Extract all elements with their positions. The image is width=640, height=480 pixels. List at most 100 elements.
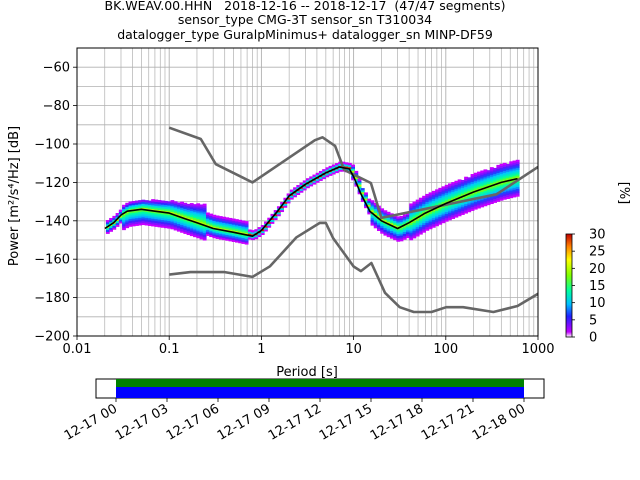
- histogram-cell: [477, 200, 481, 203]
- histogram-cell: [218, 223, 223, 227]
- histogram-cell: [473, 186, 478, 189]
- histogram-cell: [125, 220, 130, 223]
- histogram-cell: [447, 212, 452, 215]
- histogram-cell: [493, 190, 497, 194]
- histogram-cell: [415, 218, 420, 222]
- timeline-tick-label: 12-18 00: [470, 401, 528, 443]
- histogram-cell: [480, 176, 485, 179]
- histogram-cell: [238, 225, 243, 228]
- histogram-cell: [235, 224, 239, 228]
- histogram-cell: [509, 161, 514, 164]
- histogram-cell: [144, 202, 149, 205]
- histogram-cell: [167, 207, 172, 210]
- histogram-cell: [460, 191, 465, 194]
- histogram-cell: [238, 227, 243, 230]
- histogram-cell: [202, 230, 207, 233]
- histogram-cell: [512, 168, 517, 171]
- histogram-cell: [473, 188, 478, 191]
- histogram-cell: [428, 219, 433, 222]
- histogram-cell: [193, 213, 197, 217]
- histogram-cell: [173, 212, 178, 216]
- histogram-cell: [170, 209, 175, 213]
- histogram-cell: [512, 183, 517, 186]
- histogram-cell: [235, 236, 239, 239]
- histogram-cell: [364, 200, 368, 203]
- histogram-cell: [193, 227, 197, 230]
- histogram-cell: [118, 219, 123, 222]
- x-tick-label: 10: [345, 342, 362, 357]
- histogram-cell: [435, 214, 439, 217]
- histogram-cell: [205, 220, 210, 223]
- histogram-cell: [170, 223, 175, 226]
- histogram-cell: [128, 214, 133, 218]
- histogram-cell: [486, 174, 491, 177]
- histogram-cell: [247, 231, 252, 234]
- x-axis-label: Period [s]: [276, 365, 338, 380]
- histogram-cell: [415, 232, 420, 235]
- histogram-cell: [431, 211, 436, 215]
- histogram-cell: [422, 197, 427, 201]
- histogram-cell: [418, 213, 423, 216]
- histogram-cell: [315, 172, 320, 176]
- histogram-cell: [218, 225, 223, 229]
- histogram-cell: [138, 200, 143, 203]
- histogram-cell: [477, 181, 481, 184]
- histogram-cell: [509, 176, 514, 179]
- histogram-cell: [167, 210, 172, 214]
- histogram-cell: [225, 223, 230, 226]
- histogram-cell: [228, 223, 233, 227]
- histogram-cell: [438, 214, 443, 218]
- histogram-cell: [376, 213, 381, 216]
- histogram-cell: [515, 180, 520, 184]
- histogram-cell: [134, 219, 139, 223]
- histogram-cell: [154, 216, 159, 220]
- histogram-cell: [270, 213, 275, 217]
- histogram-cell: [199, 215, 204, 219]
- histogram-cell: [186, 226, 191, 230]
- histogram-cell: [270, 221, 275, 224]
- histogram-cell: [231, 220, 236, 223]
- histogram-cell: [125, 218, 130, 221]
- histogram-cell: [441, 215, 446, 218]
- histogram-cell: [154, 201, 159, 204]
- histogram-cell: [186, 209, 191, 212]
- histogram-cell: [428, 225, 433, 228]
- histogram-cell: [299, 184, 304, 187]
- histogram-cell: [506, 173, 510, 176]
- histogram-cell: [335, 163, 339, 166]
- histogram-cell: [276, 212, 281, 215]
- histogram-cell: [131, 224, 136, 227]
- histogram-cell: [257, 234, 262, 238]
- histogram-cell: [125, 223, 130, 227]
- histogram-cell: [441, 213, 446, 216]
- histogram-cell: [499, 165, 504, 169]
- histogram-cell: [328, 171, 333, 174]
- histogram-cell: [173, 201, 178, 204]
- histogram-cell: [477, 206, 481, 209]
- histogram-cell: [144, 221, 149, 224]
- histogram-cell: [322, 169, 326, 172]
- histogram-cell: [154, 224, 159, 227]
- histogram-cell: [128, 218, 133, 222]
- histogram-cell: [415, 207, 420, 210]
- histogram-cell: [412, 201, 417, 204]
- histogram-cell: [499, 184, 504, 188]
- histogram-cell: [151, 204, 155, 208]
- histogram-cell: [125, 206, 130, 209]
- histogram-cell: [489, 186, 494, 189]
- histogram-cell: [170, 219, 175, 222]
- histogram-cell: [383, 212, 388, 215]
- histogram-cell: [131, 206, 136, 210]
- histogram-cell: [454, 188, 459, 191]
- histogram-cell: [122, 216, 126, 219]
- histogram-cell: [418, 218, 423, 222]
- histogram-cell: [389, 217, 394, 220]
- histogram-cell: [515, 177, 520, 180]
- histogram-cell: [515, 186, 520, 189]
- histogram-cell: [183, 204, 188, 208]
- histogram-cell: [296, 190, 301, 194]
- histogram-cell: [189, 210, 194, 214]
- histogram-cell: [464, 178, 468, 181]
- histogram-cell: [128, 205, 133, 208]
- histogram-cell: [154, 222, 159, 225]
